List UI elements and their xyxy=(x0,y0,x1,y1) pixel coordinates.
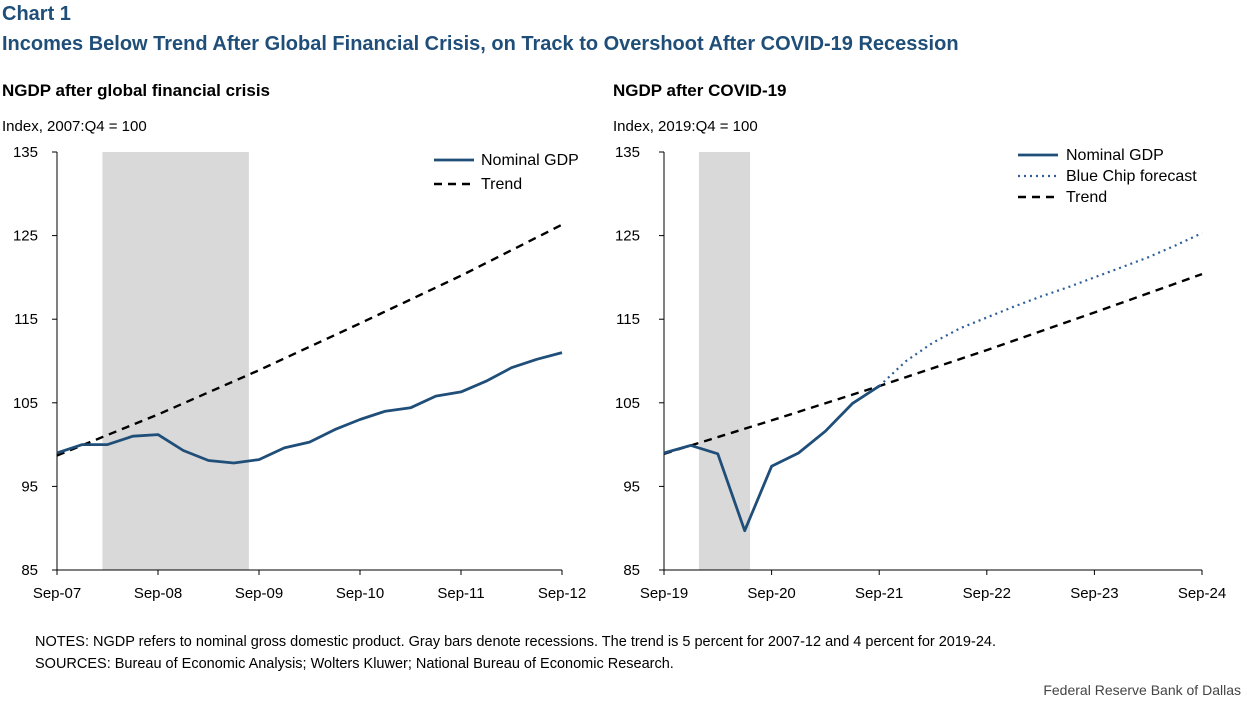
trend-line xyxy=(56,223,563,457)
nominal-gdp-line xyxy=(663,384,880,533)
y-tick-label: 105 xyxy=(13,395,38,412)
recession-bar xyxy=(698,152,751,570)
y-tick-label: 125 xyxy=(13,228,38,245)
chart-title: Incomes Below Trend After Global Financi… xyxy=(2,33,959,55)
y-tick-label: 105 xyxy=(615,395,640,412)
y-tick-label: 95 xyxy=(21,478,38,495)
x-tick-label: Sep-22 xyxy=(963,585,1011,602)
sources-text: SOURCES: Bureau of Economic Analysis; Wo… xyxy=(35,656,674,672)
panel-title: NGDP after global financial crisis xyxy=(2,81,270,100)
forecast-line xyxy=(878,232,1203,387)
x-tick-label: Sep-21 xyxy=(855,585,903,602)
chart-panel-1: NGDP after global financial crisis Index,… xyxy=(2,81,586,602)
x-tick-label: Sep-11 xyxy=(437,585,484,602)
y-tick-label: 135 xyxy=(615,144,640,161)
trend-line xyxy=(663,272,1203,455)
y-tick-label: 85 xyxy=(623,562,640,579)
recession-bar xyxy=(102,152,249,570)
nominal-gdp-line xyxy=(56,351,563,465)
legend-label: Nominal GDP xyxy=(481,152,579,169)
y-axis-label: Index, 2007:Q4 = 100 xyxy=(2,118,147,135)
y-tick-label: 85 xyxy=(21,562,38,579)
x-tick-label: Sep-24 xyxy=(1178,585,1226,602)
panel-title: NGDP after COVID-19 xyxy=(613,81,787,100)
x-tick-label: Sep-10 xyxy=(336,585,384,602)
x-tick-label: Sep-07 xyxy=(33,585,81,602)
notes-text: NOTES: NGDP refers to nominal gross dome… xyxy=(35,634,996,650)
x-tick-label: Sep-20 xyxy=(747,585,795,602)
y-tick-label: 135 xyxy=(13,144,38,161)
y-tick-label: 95 xyxy=(623,478,640,495)
credit-text: Federal Reserve Bank of Dallas xyxy=(1043,682,1241,698)
legend-label: Trend xyxy=(1066,189,1107,206)
y-tick-label: 125 xyxy=(615,228,640,245)
x-tick-label: Sep-09 xyxy=(235,585,283,602)
chart-panel-2: NGDP after COVID-19 Index, 2019:Q4 = 100 8… xyxy=(613,81,1226,602)
x-tick-label: Sep-23 xyxy=(1070,585,1118,602)
legend: Nominal GDP Trend xyxy=(434,152,579,193)
legend-label: Nominal GDP xyxy=(1066,147,1164,164)
chart-number: Chart 1 xyxy=(2,3,71,25)
x-tick-label: Sep-12 xyxy=(538,585,586,602)
x-tick-label: Sep-19 xyxy=(640,585,688,602)
y-axis-label: Index, 2019:Q4 = 100 xyxy=(613,118,758,135)
legend-label: Trend xyxy=(481,176,522,193)
legend: Nominal GDP Blue Chip forecast Trend xyxy=(1018,147,1197,206)
legend-label: Blue Chip forecast xyxy=(1066,168,1197,185)
y-tick-label: 115 xyxy=(14,311,38,328)
x-tick-label: Sep-08 xyxy=(134,585,182,602)
y-tick-label: 115 xyxy=(616,311,640,328)
notes: NOTES: NGDP refers to nominal gross dome… xyxy=(35,631,996,675)
